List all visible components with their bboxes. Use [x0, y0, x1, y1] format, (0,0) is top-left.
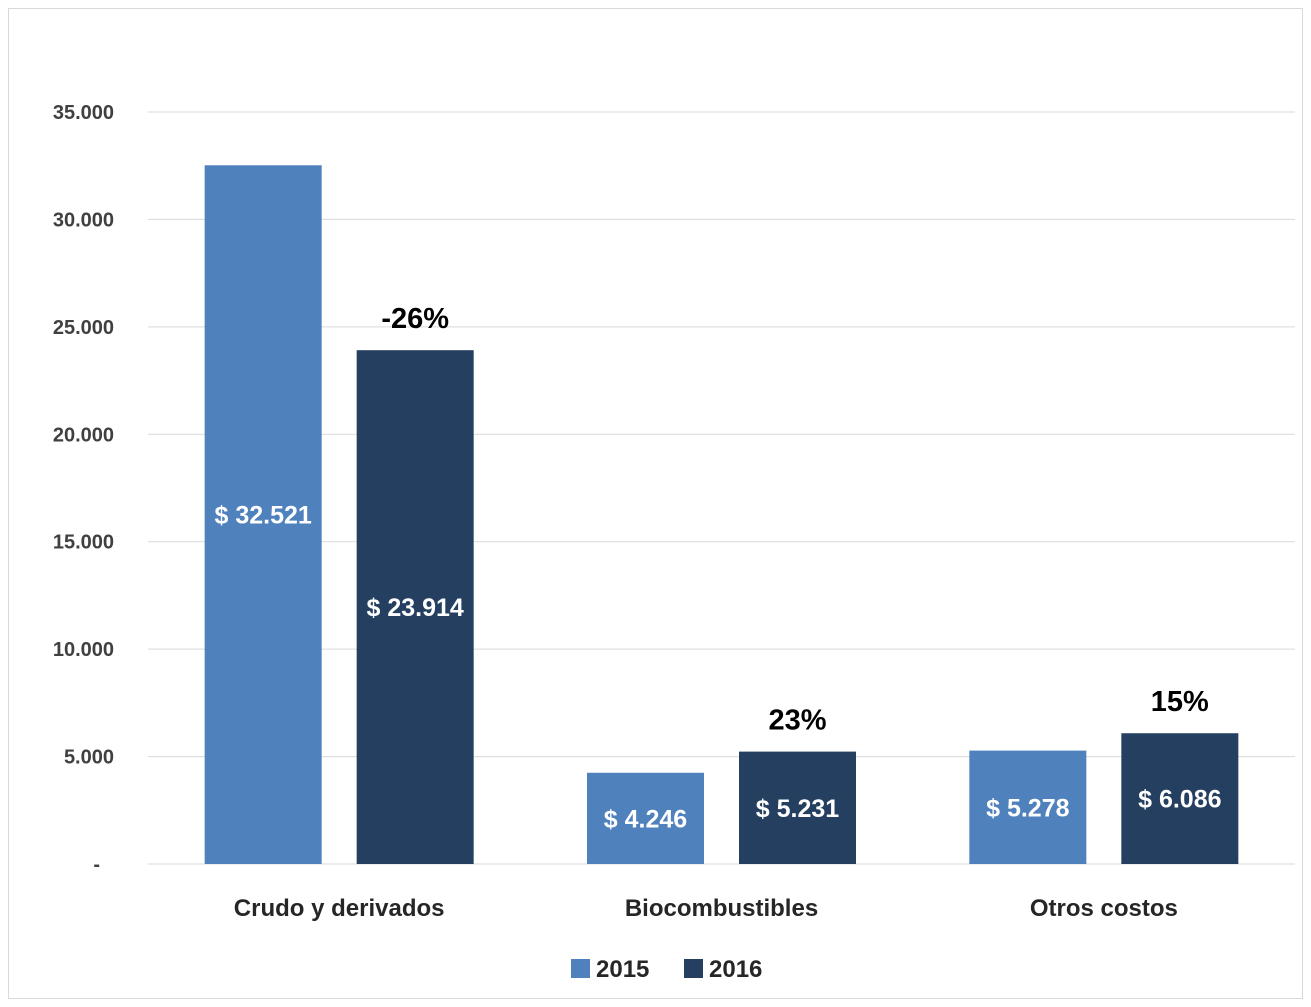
y-tick-label: -	[93, 854, 100, 876]
legend-label: 2016	[709, 956, 762, 983]
y-tick-label: 25.000	[53, 317, 114, 339]
y-tick-label: 35.000	[53, 102, 114, 124]
bar-value-label: $ 4.246	[604, 805, 687, 833]
y-tick-label: 5.000	[64, 747, 114, 769]
bar-2015	[587, 772, 704, 864]
change-annotation: -26%	[381, 303, 449, 335]
bar-value-label: $ 23.914	[367, 594, 464, 622]
bar-2016	[356, 350, 474, 864]
y-tick-label: 15.000	[53, 532, 114, 554]
change-annotation: 15%	[1151, 686, 1209, 718]
legend-swatch-2016	[684, 959, 703, 978]
legend-label: 2015	[596, 956, 649, 983]
bar-value-label: $ 32.521	[215, 502, 312, 530]
bar-2016	[739, 751, 856, 864]
bar-2015	[204, 165, 322, 865]
x-category-label: Crudo y derivados	[234, 895, 445, 922]
x-category-label: Biocombustibles	[625, 895, 818, 922]
y-tick-label: 20.000	[53, 424, 114, 446]
y-tick-label: 10.000	[53, 639, 114, 661]
y-tick-label: 30.000	[53, 209, 114, 231]
legend-swatch-2015	[571, 959, 590, 978]
bar-2015	[969, 750, 1087, 864]
bar-value-label: $ 6.086	[1138, 786, 1221, 814]
bar-value-label: $ 5.231	[756, 795, 840, 823]
bar-2016	[1121, 733, 1239, 864]
bar-value-label: $ 5.278	[986, 794, 1070, 822]
change-annotation: 23%	[768, 705, 826, 737]
x-category-label: Otros costos	[1030, 895, 1178, 922]
